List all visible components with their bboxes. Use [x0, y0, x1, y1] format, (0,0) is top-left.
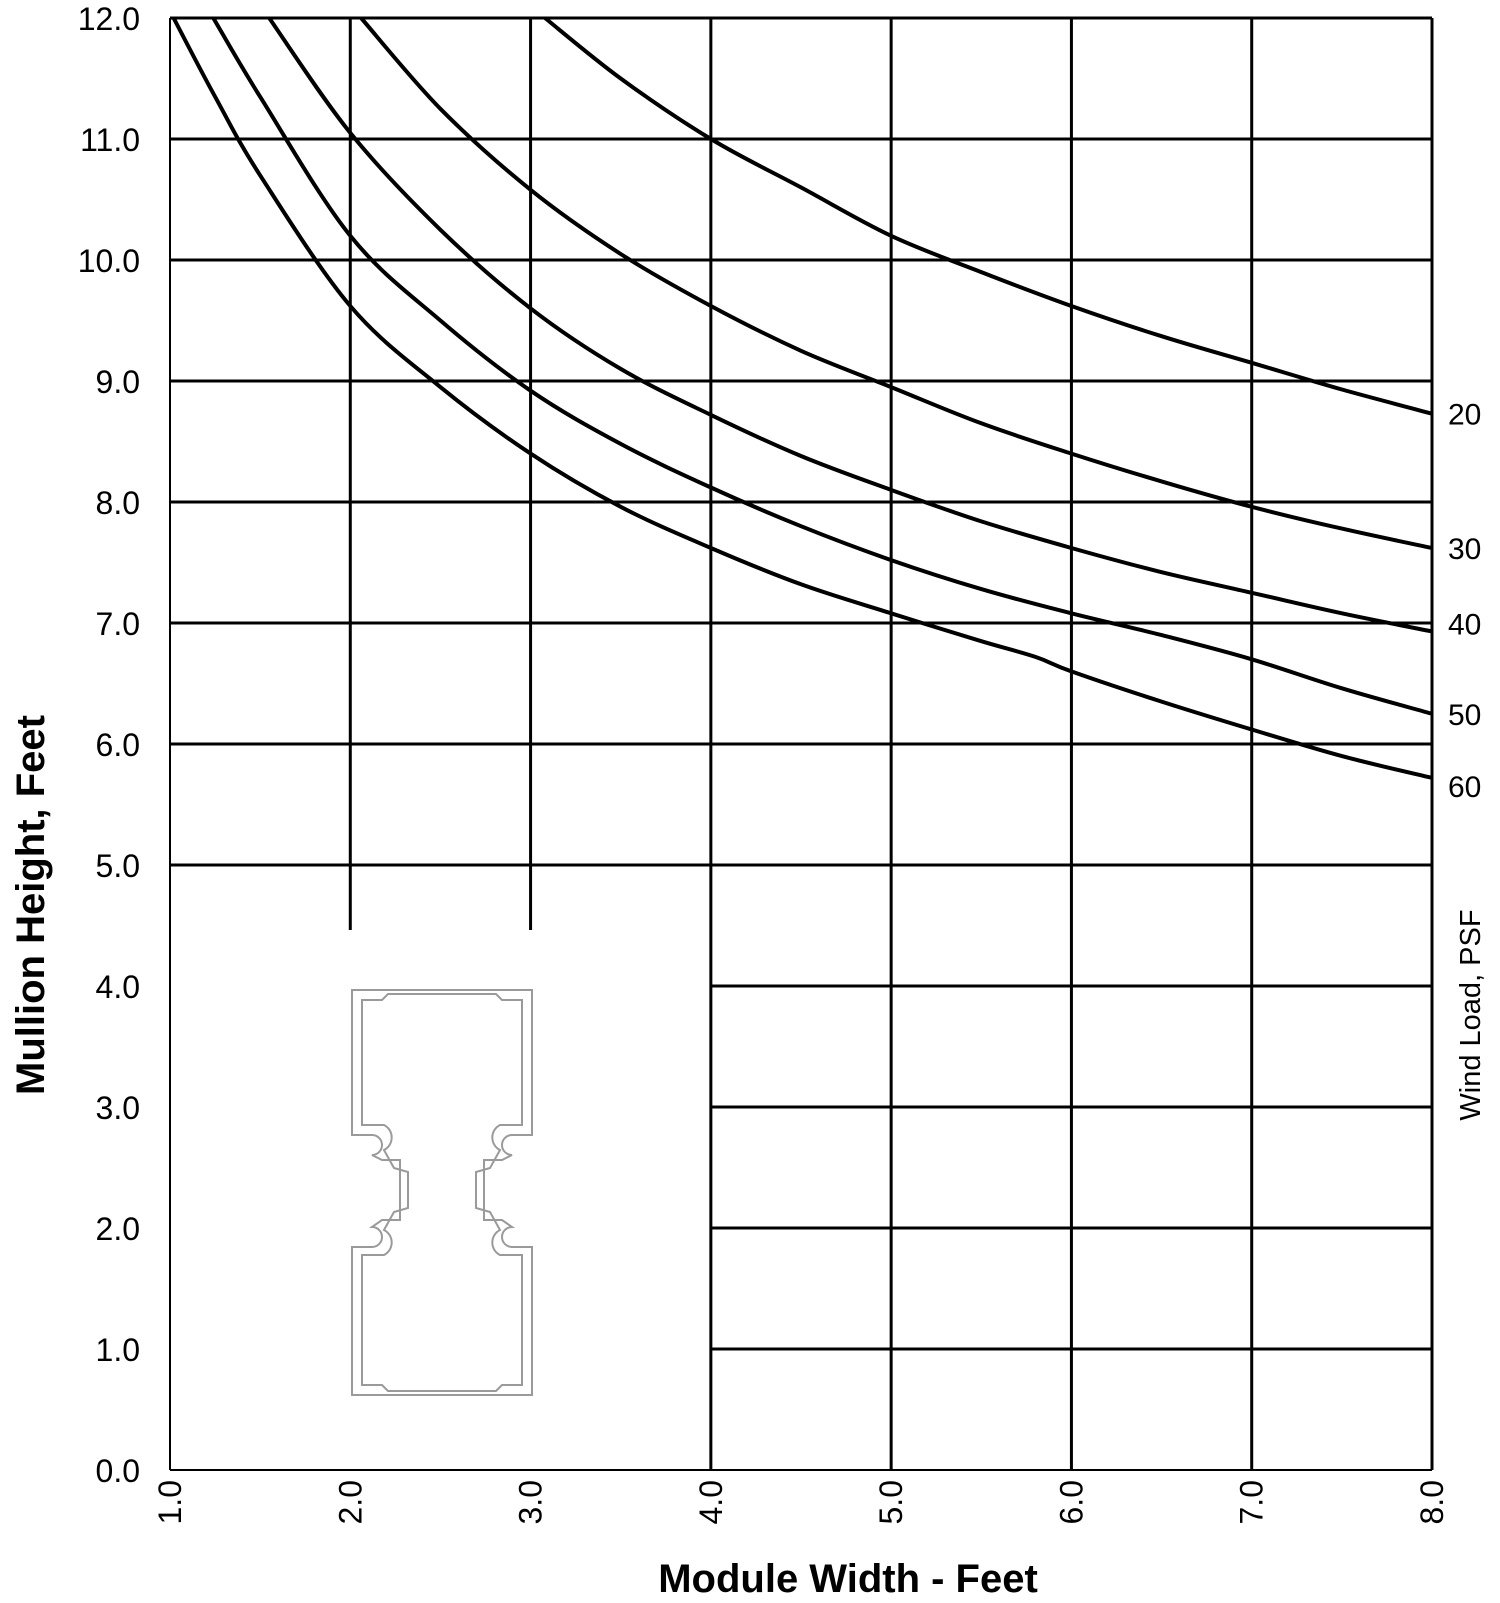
series-label-40: 40 — [1448, 608, 1481, 641]
y-tick-label: 6.0 — [96, 727, 140, 763]
y-tick-label: 7.0 — [96, 606, 140, 642]
series-label-20: 20 — [1448, 399, 1481, 432]
x-tick-label: 5.0 — [873, 1480, 909, 1524]
y-tick-labels: 0.0 1.0 2.0 3.0 4.0 5.0 6.0 7.0 8.0 9.0 10.0 11.0 12… — [78, 1, 140, 1489]
series-line-20 — [543, 16, 1433, 416]
y-axis-title: Mullion Height, Feet — [9, 715, 53, 1095]
series-label-30: 30 — [1448, 533, 1481, 566]
y-tick-label: 8.0 — [96, 485, 140, 521]
y-tick-label: 11.0 — [80, 122, 140, 158]
mullion-profile-drawing — [351, 989, 533, 1396]
series-line-50 — [211, 16, 1433, 716]
y-tick-label: 4.0 — [96, 969, 140, 1005]
series-label-50: 50 — [1448, 699, 1481, 732]
y-tick-label: 12.0 — [78, 1, 140, 37]
series-line-30 — [359, 16, 1433, 550]
x-tick-label: 7.0 — [1234, 1480, 1270, 1524]
inset-background — [170, 930, 708, 1470]
x-tick-label: 2.0 — [332, 1480, 368, 1524]
wind-load-label: Wind Load, PSF — [1455, 909, 1487, 1120]
series-label-60: 60 — [1448, 771, 1481, 804]
x-tick-label: 4.0 — [693, 1480, 729, 1524]
y-tick-label: 3.0 — [96, 1090, 140, 1126]
series-line-60 — [171, 17, 1433, 780]
y-tick-label: 1.0 — [96, 1332, 140, 1368]
x-tick-label: 3.0 — [513, 1480, 549, 1524]
series-lines — [171, 16, 1433, 780]
x-tick-label: 8.0 — [1414, 1480, 1450, 1524]
y-tick-label: 9.0 — [96, 364, 140, 400]
series-labels: 20 30 40 50 60 — [1448, 399, 1481, 804]
x-axis-title: Module Width - Feet — [658, 1557, 1038, 1601]
grid — [170, 16, 1434, 1470]
y-tick-label: 10.0 — [78, 243, 140, 279]
y-tick-label: 0.0 — [96, 1453, 140, 1489]
x-tick-labels: 1.0 2.0 3.0 4.0 5.0 6.0 7.0 8.0 — [152, 1480, 1450, 1524]
x-tick-label: 6.0 — [1053, 1480, 1089, 1524]
x-tick-label: 1.0 — [152, 1480, 188, 1524]
y-tick-label: 2.0 — [96, 1211, 140, 1247]
y-tick-label: 5.0 — [96, 848, 140, 884]
series-line-40 — [267, 16, 1433, 634]
